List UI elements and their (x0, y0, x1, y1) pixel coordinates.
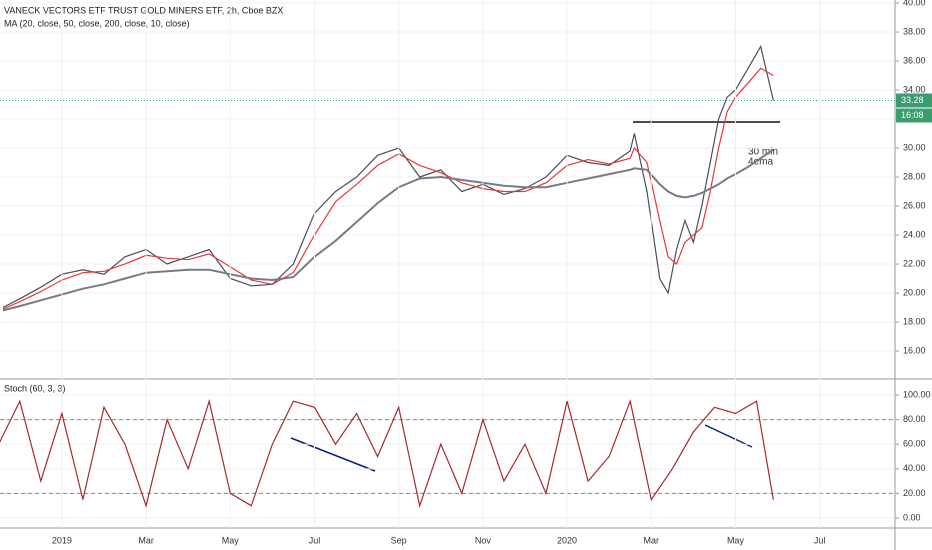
trend-line (704, 424, 753, 448)
x-tick-label: 2019 (52, 535, 72, 545)
y-tick-label: 100.00 (903, 389, 931, 399)
y-tick-label: 34.00 (903, 84, 926, 94)
x-tick-label: Nov (475, 535, 492, 545)
annotation: 30 min (748, 147, 778, 158)
countdown-box (896, 108, 932, 123)
y-tick-label: 38.00 (903, 26, 926, 36)
y-tick-label: 20.00 (903, 287, 926, 297)
y-tick-label: 22.00 (903, 258, 926, 268)
x-tick-label: Mar (138, 535, 154, 545)
y-tick-label: 0.00 (903, 512, 921, 522)
y-tick-label: 40.00 (903, 463, 926, 473)
chart-title: VANECK VECTORS ETF TRUST GOLD MINERS ETF… (4, 5, 283, 15)
y-tick-label: 40.00 (903, 0, 926, 7)
series-line (0, 398, 774, 508)
y-tick-label: 28.00 (903, 171, 926, 181)
y-tick-label: 80.00 (903, 414, 926, 424)
y-tick-label: 24.00 (903, 229, 926, 239)
x-tick-label: Jul (814, 535, 826, 545)
x-tick-label: Mar (644, 535, 660, 545)
x-tick-label: May (222, 535, 240, 545)
y-tick-label: 26.00 (903, 200, 926, 210)
x-tick-label: 2020 (557, 535, 577, 545)
series-line (2, 67, 774, 310)
x-tick-label: Jul (309, 535, 321, 545)
countdown-label: 16:08 (901, 110, 924, 120)
y-tick-label: 30.00 (903, 142, 926, 152)
y-tick-label: 20.00 (903, 488, 926, 498)
last-price-label: 33.28 (901, 95, 924, 105)
indicator-label: Stoch (60, 3, 3) (4, 383, 66, 393)
y-tick-label: 16.00 (903, 345, 926, 355)
annotation: 4ema (748, 157, 773, 168)
y-tick-label: 60.00 (903, 439, 926, 449)
y-tick-label: 18.00 (903, 316, 926, 326)
indicator-label: MA (20, close, 50, close, 200, close, 10… (4, 18, 190, 28)
series-line (2, 148, 774, 312)
y-tick-label: 36.00 (903, 55, 926, 65)
trend-line (290, 437, 376, 472)
x-tick-label: Sep (391, 535, 407, 545)
last-price-box (896, 93, 932, 108)
x-tick-label: May (727, 535, 745, 545)
